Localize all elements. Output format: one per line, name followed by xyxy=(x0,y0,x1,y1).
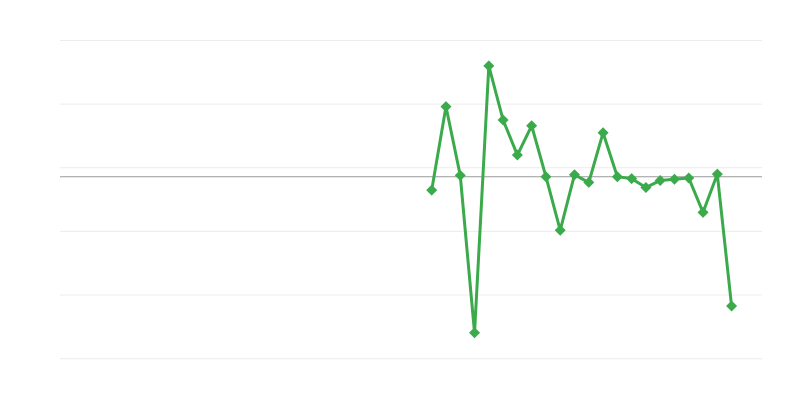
data-point-marker[interactable] xyxy=(711,168,723,180)
data-point-marker[interactable] xyxy=(540,171,552,183)
series-group xyxy=(426,60,738,339)
data-point-marker[interactable] xyxy=(640,182,652,194)
data-point-marker[interactable] xyxy=(554,224,566,236)
data-point-marker[interactable] xyxy=(469,327,481,339)
data-point-marker[interactable] xyxy=(668,173,680,185)
data-point-marker[interactable] xyxy=(583,176,595,188)
data-point-marker[interactable] xyxy=(511,149,523,161)
data-point-marker[interactable] xyxy=(683,172,695,184)
data-point-marker[interactable] xyxy=(483,60,495,72)
data-point-marker[interactable] xyxy=(697,206,709,218)
data-point-marker[interactable] xyxy=(497,114,509,126)
data-point-marker[interactable] xyxy=(440,101,452,113)
data-point-marker[interactable] xyxy=(626,173,638,185)
data-point-marker[interactable] xyxy=(654,175,666,187)
data-point-marker[interactable] xyxy=(569,169,580,181)
data-point-marker[interactable] xyxy=(611,171,623,183)
data-point-marker[interactable] xyxy=(426,184,438,196)
data-point-marker[interactable] xyxy=(526,120,538,132)
data-point-marker[interactable] xyxy=(597,127,609,139)
gridlines-group xyxy=(60,40,762,360)
data-point-marker[interactable] xyxy=(726,300,738,312)
series-line xyxy=(430,64,734,335)
data-point-marker[interactable] xyxy=(454,169,466,181)
